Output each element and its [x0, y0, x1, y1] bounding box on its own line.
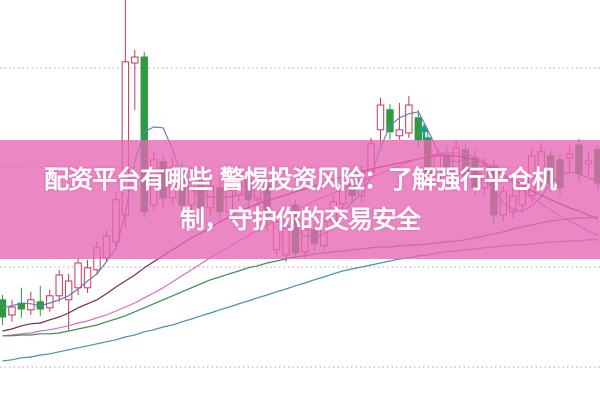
headline-banner: 配资平台有哪些 警惕投资风险：了解强行平仓机 制，守护你的交易安全 [0, 140, 600, 259]
headline-line-2: 制，守护你的交易安全 [179, 204, 421, 234]
headline-line-1: 配资平台有哪些 警惕投资风险：了解强行平仓机 [44, 164, 557, 194]
up-arrow-marker [419, 124, 429, 141]
